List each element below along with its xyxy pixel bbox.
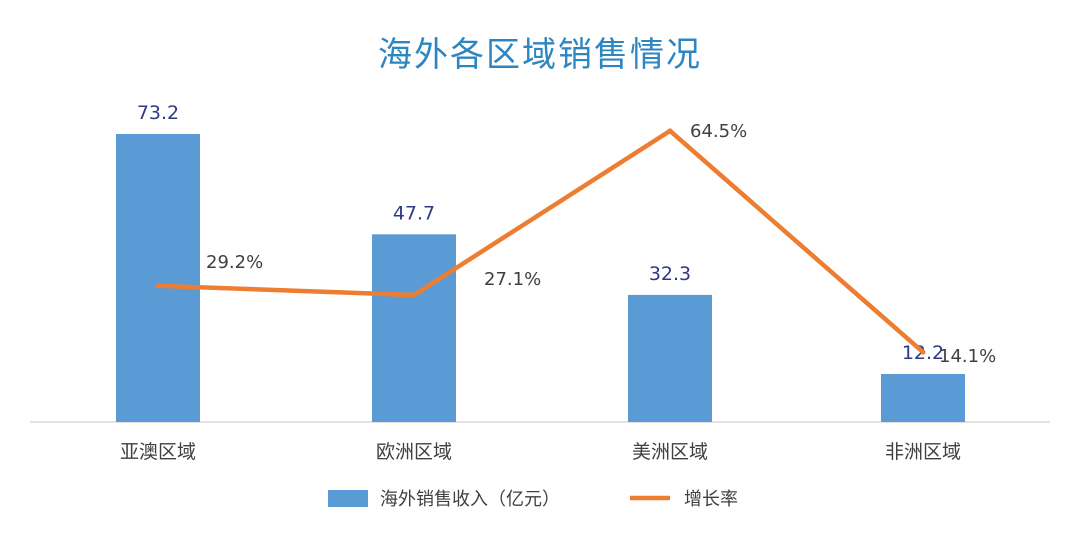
line-point [411,292,417,298]
category-labels: 亚澳区域 欧洲区域 美洲区域 非洲区域 [120,441,961,463]
line-point [667,128,673,134]
line-value-label: 27.1% [484,269,541,290]
line-series: 29.2% 27.1% 64.5% 14.1% [155,121,996,367]
legend-label-bar: 海外销售收入（亿元） [380,489,560,510]
line-value-label: 64.5% [690,121,747,142]
bar-1 [116,134,200,422]
legend-label-line: 增长率 [684,489,738,510]
bar-3 [628,294,712,422]
line-value-label: 14.1% [939,346,996,367]
chart-title: 海外各区域销售情况 [378,35,702,75]
category-label: 亚澳区域 [120,441,196,463]
line-point [920,349,926,355]
bar-2 [372,234,456,422]
growth-rate-line [155,128,926,355]
line-point [155,283,161,289]
category-label: 美洲区域 [632,441,708,463]
bar-4 [881,374,965,422]
bar-value-label: 73.2 [137,102,179,124]
legend-swatch-bar [328,490,368,507]
bar-series: 73.247.732.312.2 [116,102,965,422]
category-label: 欧洲区域 [376,441,452,463]
category-label: 非洲区域 [885,441,961,463]
bar-value-label: 32.3 [649,263,691,285]
line-value-label: 29.2% [206,252,263,273]
legend: 海外销售收入（亿元） 增长率 [328,489,738,510]
bar-value-label: 47.7 [393,202,435,224]
